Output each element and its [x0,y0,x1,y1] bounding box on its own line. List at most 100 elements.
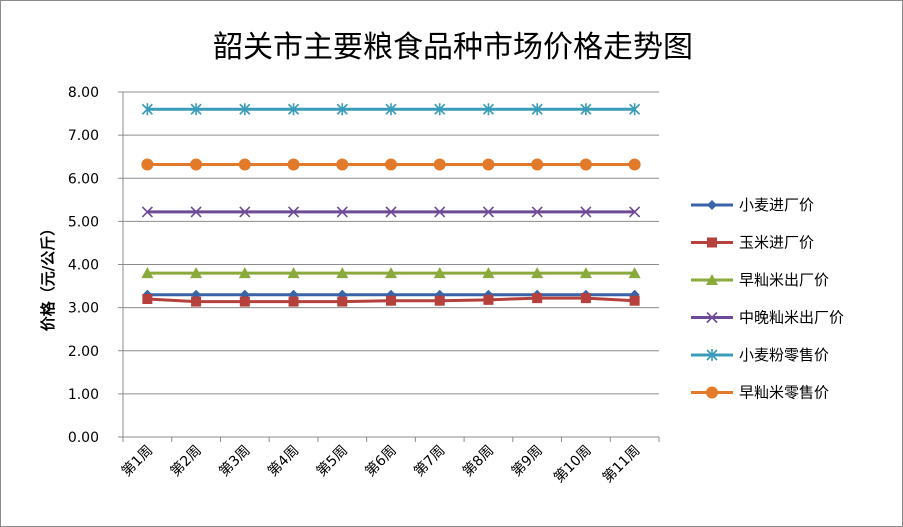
legend-item: 小麦粉零售价 [691,346,829,364]
data-point [336,267,349,279]
legend-label: 小麦粉零售价 [739,346,829,364]
legend-item: 中晚籼米出厂价 [691,309,844,327]
legend-item: 玉米进厂价 [691,234,814,252]
legend-item: 小麦进厂价 [691,196,814,214]
data-point [579,158,592,171]
data-point [238,158,251,171]
series-circle [141,158,641,171]
x-tick-label: 第6周 [362,442,400,480]
legend-label: 早籼米零售价 [739,384,829,402]
data-point [483,294,494,305]
data-point [482,158,495,171]
data-point [580,103,592,116]
data-point [190,103,202,116]
chart-title: 韶关市主要粮食品种市场价格走势图 [213,30,693,65]
y-tick-label: 2.00 [68,344,99,360]
data-point [385,267,397,279]
y-tick-label: 8.00 [68,85,99,101]
data-point [531,158,544,171]
y-axis-label: 价格（元/公斤） [39,221,57,331]
x-tick-label: 第5周 [313,442,351,480]
series-asterisk [141,103,641,116]
data-point [628,267,641,279]
x-tick-label: 第3周 [216,442,254,480]
legend-label: 玉米进厂价 [739,234,814,252]
data-point [385,206,397,218]
y-tick-label: 3.00 [68,301,99,317]
data-point [706,274,718,285]
data-point [385,158,397,171]
gridlines [123,91,659,395]
y-tick-label: 0.00 [68,430,99,446]
x-tick-label: 第8周 [459,442,497,480]
data-point [706,311,718,324]
legend-item: 早籼米零售价 [691,384,829,402]
data-point [531,103,543,116]
x-tick-label: 第7周 [410,442,448,480]
data-point [707,200,717,210]
legend-item: 早籼米出厂价 [691,271,829,289]
series-group [141,103,641,307]
data-point [141,158,154,171]
data-point [433,267,446,279]
data-point [336,103,348,116]
x-tick-label: 第9周 [508,442,546,480]
data-point [579,267,592,279]
x-tick-label: 第2周 [167,442,205,480]
legend-label: 早籼米出厂价 [739,271,829,289]
data-point [482,206,495,218]
series-square [142,293,640,307]
data-point [142,294,153,304]
data-point [190,158,203,171]
data-point [434,103,446,116]
x-tick-label: 第11周 [599,442,643,486]
y-tick-label: 7.00 [68,128,99,144]
data-point [434,206,446,218]
y-tick-label: 5.00 [68,214,99,230]
data-point [434,295,445,306]
series-x [141,206,641,218]
data-point [287,103,300,116]
data-point [141,267,154,279]
data-point [239,103,251,116]
data-point [336,158,349,171]
data-point [580,206,592,218]
y-tick-label: 6.00 [68,171,99,187]
data-point [239,296,250,307]
data-point [628,158,641,171]
data-point [531,267,544,279]
data-point [629,206,641,218]
data-point [190,206,202,218]
data-point [190,267,203,279]
data-point [288,296,299,307]
legend-label: 中晚籼米出厂价 [739,309,844,327]
data-point [629,103,641,116]
legend-label: 小麦进厂价 [739,196,814,214]
data-point [385,103,397,116]
data-point [707,237,717,248]
data-point [141,206,153,218]
y-tick-label: 4.00 [68,258,99,274]
data-point [482,267,495,279]
data-point [532,293,543,304]
series-triangle [141,267,641,279]
x-tick-label: 第10周 [550,442,594,486]
data-point [287,267,300,279]
axes: 0.001.002.003.004.005.006.007.008.00第1周第… [68,85,660,486]
data-point [386,295,396,306]
data-point [238,267,251,279]
data-point [433,158,446,171]
data-point [141,103,153,116]
data-point [580,293,591,304]
data-point [706,386,718,399]
data-point [287,158,300,171]
data-point [482,103,495,116]
data-point [336,206,348,218]
y-tick-label: 1.00 [68,387,99,403]
data-point [239,206,251,218]
data-point [706,349,718,361]
data-point [629,295,640,306]
